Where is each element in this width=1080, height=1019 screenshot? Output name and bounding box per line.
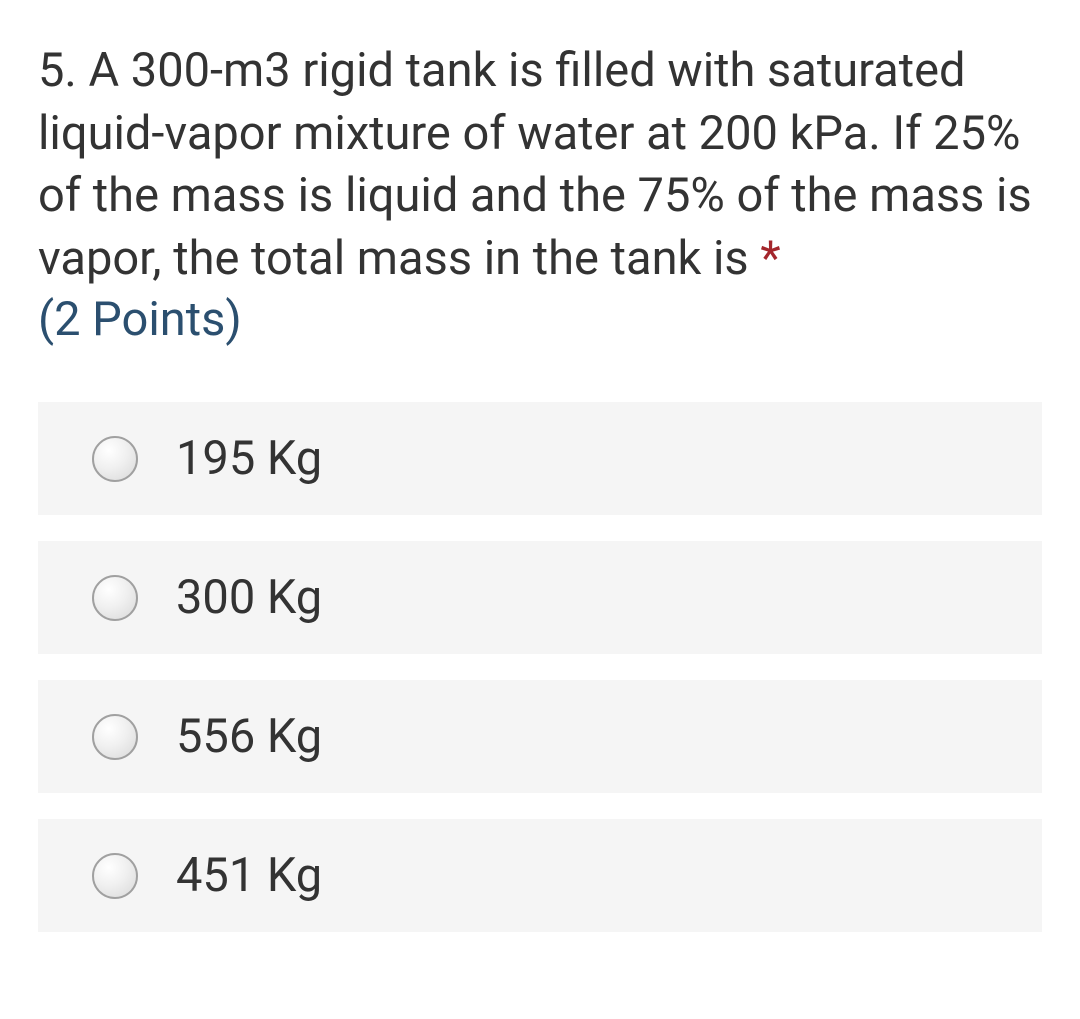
question-body: A 300-m3 rigid tank is filled with satur… [38,43,1032,286]
option-label: 300 Kg [176,570,322,625]
question-block: 5. A 300-m3 rigid tank is filled with sa… [38,40,1042,347]
required-asterisk: * [760,231,780,286]
option-label: 195 Kg [176,431,322,486]
points-label: (2 Points) [38,292,1042,347]
option-label: 451 Kg [176,848,322,903]
options-container: 195 Kg 300 Kg 556 Kg 451 Kg [38,402,1042,932]
option-row[interactable]: 451 Kg [38,819,1042,932]
option-row[interactable]: 300 Kg [38,541,1042,654]
option-row[interactable]: 195 Kg [38,402,1042,515]
radio-icon[interactable] [92,575,138,621]
question-text: 5. A 300-m3 rigid tank is filled with sa… [38,40,1042,290]
radio-icon[interactable] [92,714,138,760]
question-number: 5. [38,43,77,98]
option-label: 556 Kg [176,709,322,764]
radio-icon[interactable] [92,853,138,899]
option-row[interactable]: 556 Kg [38,680,1042,793]
radio-icon[interactable] [92,436,138,482]
